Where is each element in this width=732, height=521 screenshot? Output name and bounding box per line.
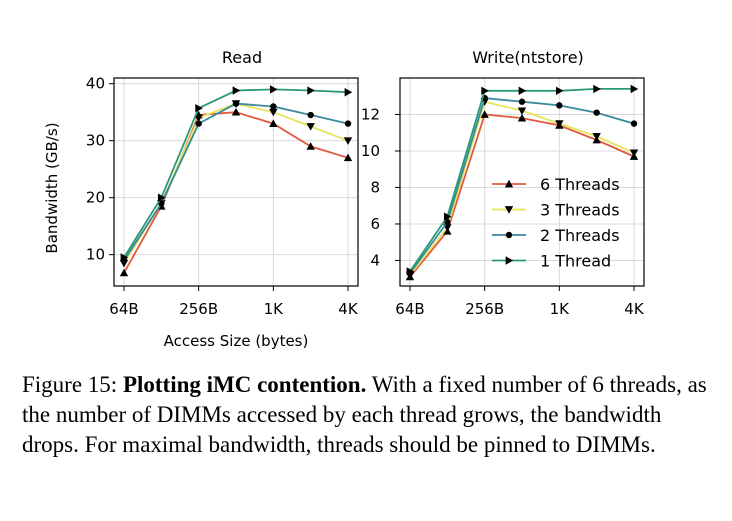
write-series-0-point-3: [517, 113, 527, 122]
write-legend-marker-0: [504, 179, 514, 188]
read-series-3-point-5: [307, 86, 315, 95]
read-series-3-point-2: [195, 104, 203, 113]
write-legend-label-2: 2 Threads: [540, 226, 620, 245]
read-series-2-point-3: [232, 100, 240, 107]
read-y-tick-label-2: 30: [86, 132, 105, 150]
write-series-2-point-3: [518, 98, 526, 105]
write-legend-marker-3: [505, 256, 514, 265]
write-y-tick-label-3: 10: [361, 142, 380, 160]
read-series-3-point-4: [269, 85, 278, 94]
read-y-tick-label-0: 10: [86, 246, 105, 264]
read-series-2-point-2: [195, 120, 202, 127]
write-x-tick-label-3: 4K: [624, 300, 645, 318]
write-series-3-point-1: [443, 212, 452, 221]
caption-text: With a fixed number of 6 threads, as the…: [22, 372, 707, 457]
read-series-0-point-4: [269, 119, 278, 127]
read-series-0-point-3: [231, 107, 241, 116]
read-title: Read: [222, 48, 262, 67]
read-x-tick-label-1: 256B: [179, 300, 218, 318]
write-series-3-point-6: [630, 84, 639, 94]
write-x-tick-label-1: 256B: [465, 300, 504, 318]
write-legend-marker-2: [505, 231, 513, 239]
read-series-3-point-3: [232, 86, 241, 95]
write-plot-frame: [399, 77, 645, 287]
read-series-line-0: [123, 111, 349, 274]
write-series-1-point-3: [517, 107, 527, 116]
read-series-line-1: [123, 102, 349, 264]
write-series-1-point-4: [555, 120, 564, 128]
write-y-tick-label-1: 6: [370, 215, 380, 233]
read-series-0-point-6: [343, 153, 353, 162]
read-series-2-point-4: [270, 103, 277, 110]
write-series-3-point-3: [518, 86, 527, 95]
read-x-tick-label-0: 64B: [109, 300, 138, 318]
write-series-3-point-2: [481, 86, 489, 95]
read-series-1-point-2: [194, 114, 203, 123]
caption-label: Figure 15:: [22, 372, 118, 397]
read-series-1-point-6: [343, 137, 353, 145]
read-series-3-point-6: [344, 88, 353, 97]
read-series-3-point-1: [157, 193, 166, 202]
write-y-tick-label-2: 8: [370, 178, 380, 196]
read-y-axis-label: Bandwidth (GB/s): [43, 122, 61, 253]
write-series-1-point-5: [592, 133, 601, 141]
figure: 64B 256B 1K 4K 10 20 30 40 Read Access Size (byte…: [43, 48, 645, 350]
write-series-3-point-5: [593, 84, 601, 94]
read-series-0-point-0: [119, 268, 129, 277]
caption-bold: Plotting iMC contention.: [122, 372, 367, 397]
write-y-tick-label-4: 12: [361, 105, 380, 123]
read-plot-frame: [113, 77, 359, 287]
write-legend-label-1: 3 Threads: [540, 201, 620, 220]
write-series-1-point-6: [629, 149, 639, 158]
read-series-1-point-4: [269, 108, 278, 117]
read-x-tick-label-2: 1K: [264, 300, 285, 318]
write-x-tick-label-2: 1K: [550, 300, 571, 318]
read-series-1-point-5: [306, 123, 315, 131]
read-series-0-point-5: [306, 142, 315, 150]
write-title: Write(ntstore): [472, 48, 584, 67]
read-series-2-point-6: [344, 120, 352, 127]
write-legend-label-0: 6 Threads: [540, 175, 620, 194]
write-legend-label-3: 1 Thread: [540, 252, 611, 271]
write-series-2-point-6: [630, 120, 638, 127]
write-series-2-point-4: [556, 102, 563, 109]
write-y-tick-label-0: 4: [370, 251, 380, 269]
write-series-0-point-2: [480, 110, 489, 118]
write-series-3-point-4: [555, 86, 564, 95]
read-x-tick-label-3: 4K: [338, 300, 359, 318]
write-series-2-point-5: [593, 109, 600, 116]
read-series-2-point-5: [307, 111, 314, 119]
write-legend-marker-1: [504, 206, 514, 214]
figure-caption: Figure 15: Plotting iMC contention. With…: [22, 370, 722, 460]
read-y-tick-label-1: 20: [86, 189, 105, 207]
write-x-tick-label-0: 64B: [395, 300, 424, 318]
write-series-3-point-0: [406, 267, 415, 276]
read-series-3-point-0: [120, 253, 129, 262]
read-x-axis-label: Access Size (bytes): [164, 332, 309, 350]
read-y-tick-label-3: 40: [86, 75, 105, 93]
